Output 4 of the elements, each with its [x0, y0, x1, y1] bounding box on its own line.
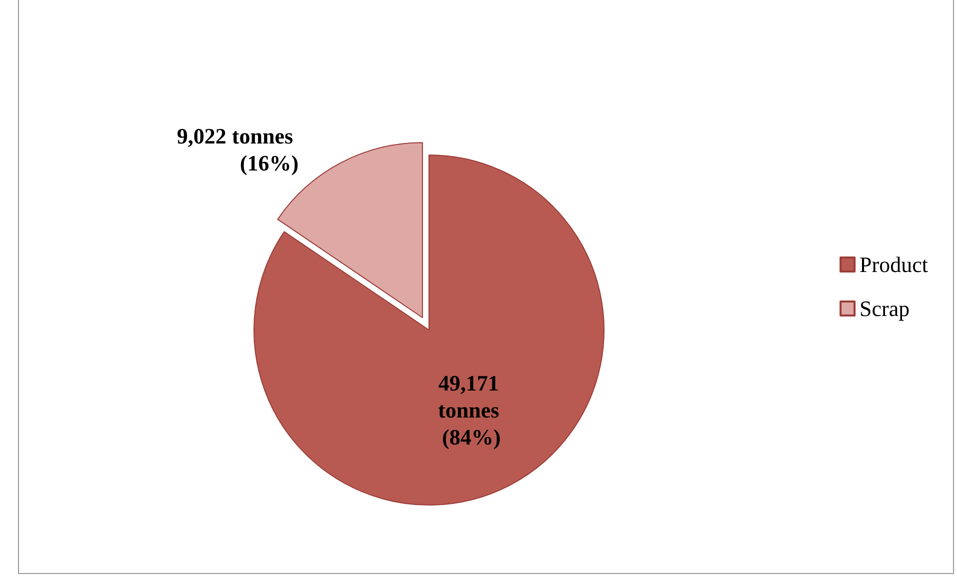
data-label: 49,171 tonnes (84%) — [438, 370, 505, 450]
legend-label: Product — [860, 252, 928, 277]
data-label: 9,022 tonnes (16%) — [176, 124, 299, 176]
legend-label: Scrap — [860, 296, 910, 321]
